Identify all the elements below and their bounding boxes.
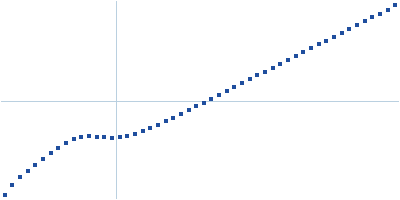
Point [208, 97, 215, 100]
Point [9, 183, 16, 187]
Point [323, 39, 330, 42]
Point [247, 78, 253, 81]
Point [24, 169, 31, 172]
Point [331, 35, 337, 38]
Point [101, 136, 108, 139]
Point [17, 175, 23, 178]
Point [162, 120, 169, 123]
Point [40, 157, 46, 160]
Point [377, 12, 383, 15]
Point [109, 136, 115, 139]
Point [224, 89, 230, 93]
Point [139, 129, 146, 133]
Point [346, 27, 353, 31]
Point [86, 135, 92, 138]
Point [262, 70, 268, 73]
Point [308, 47, 314, 50]
Point [193, 105, 199, 108]
Point [124, 134, 130, 137]
Point [147, 126, 153, 130]
Point [270, 66, 276, 69]
Point [116, 136, 123, 139]
Point [155, 123, 161, 127]
Point [132, 132, 138, 135]
Point [216, 93, 222, 96]
Point [231, 85, 238, 89]
Point [362, 20, 368, 23]
Point [93, 135, 100, 138]
Point [170, 116, 176, 119]
Point [239, 82, 245, 85]
Point [185, 109, 192, 112]
Point [32, 163, 38, 166]
Point [292, 55, 299, 58]
Point [63, 142, 69, 145]
Point [254, 74, 261, 77]
Point [392, 3, 398, 6]
Point [384, 8, 391, 11]
Point [300, 51, 307, 54]
Point [55, 147, 62, 150]
Point [70, 138, 77, 141]
Point [285, 58, 291, 62]
Point [47, 152, 54, 155]
Point [78, 136, 84, 139]
Point [2, 194, 8, 197]
Point [338, 31, 345, 34]
Point [369, 16, 376, 19]
Point [201, 101, 207, 104]
Point [277, 62, 284, 65]
Point [354, 24, 360, 27]
Point [178, 113, 184, 116]
Point [316, 43, 322, 46]
